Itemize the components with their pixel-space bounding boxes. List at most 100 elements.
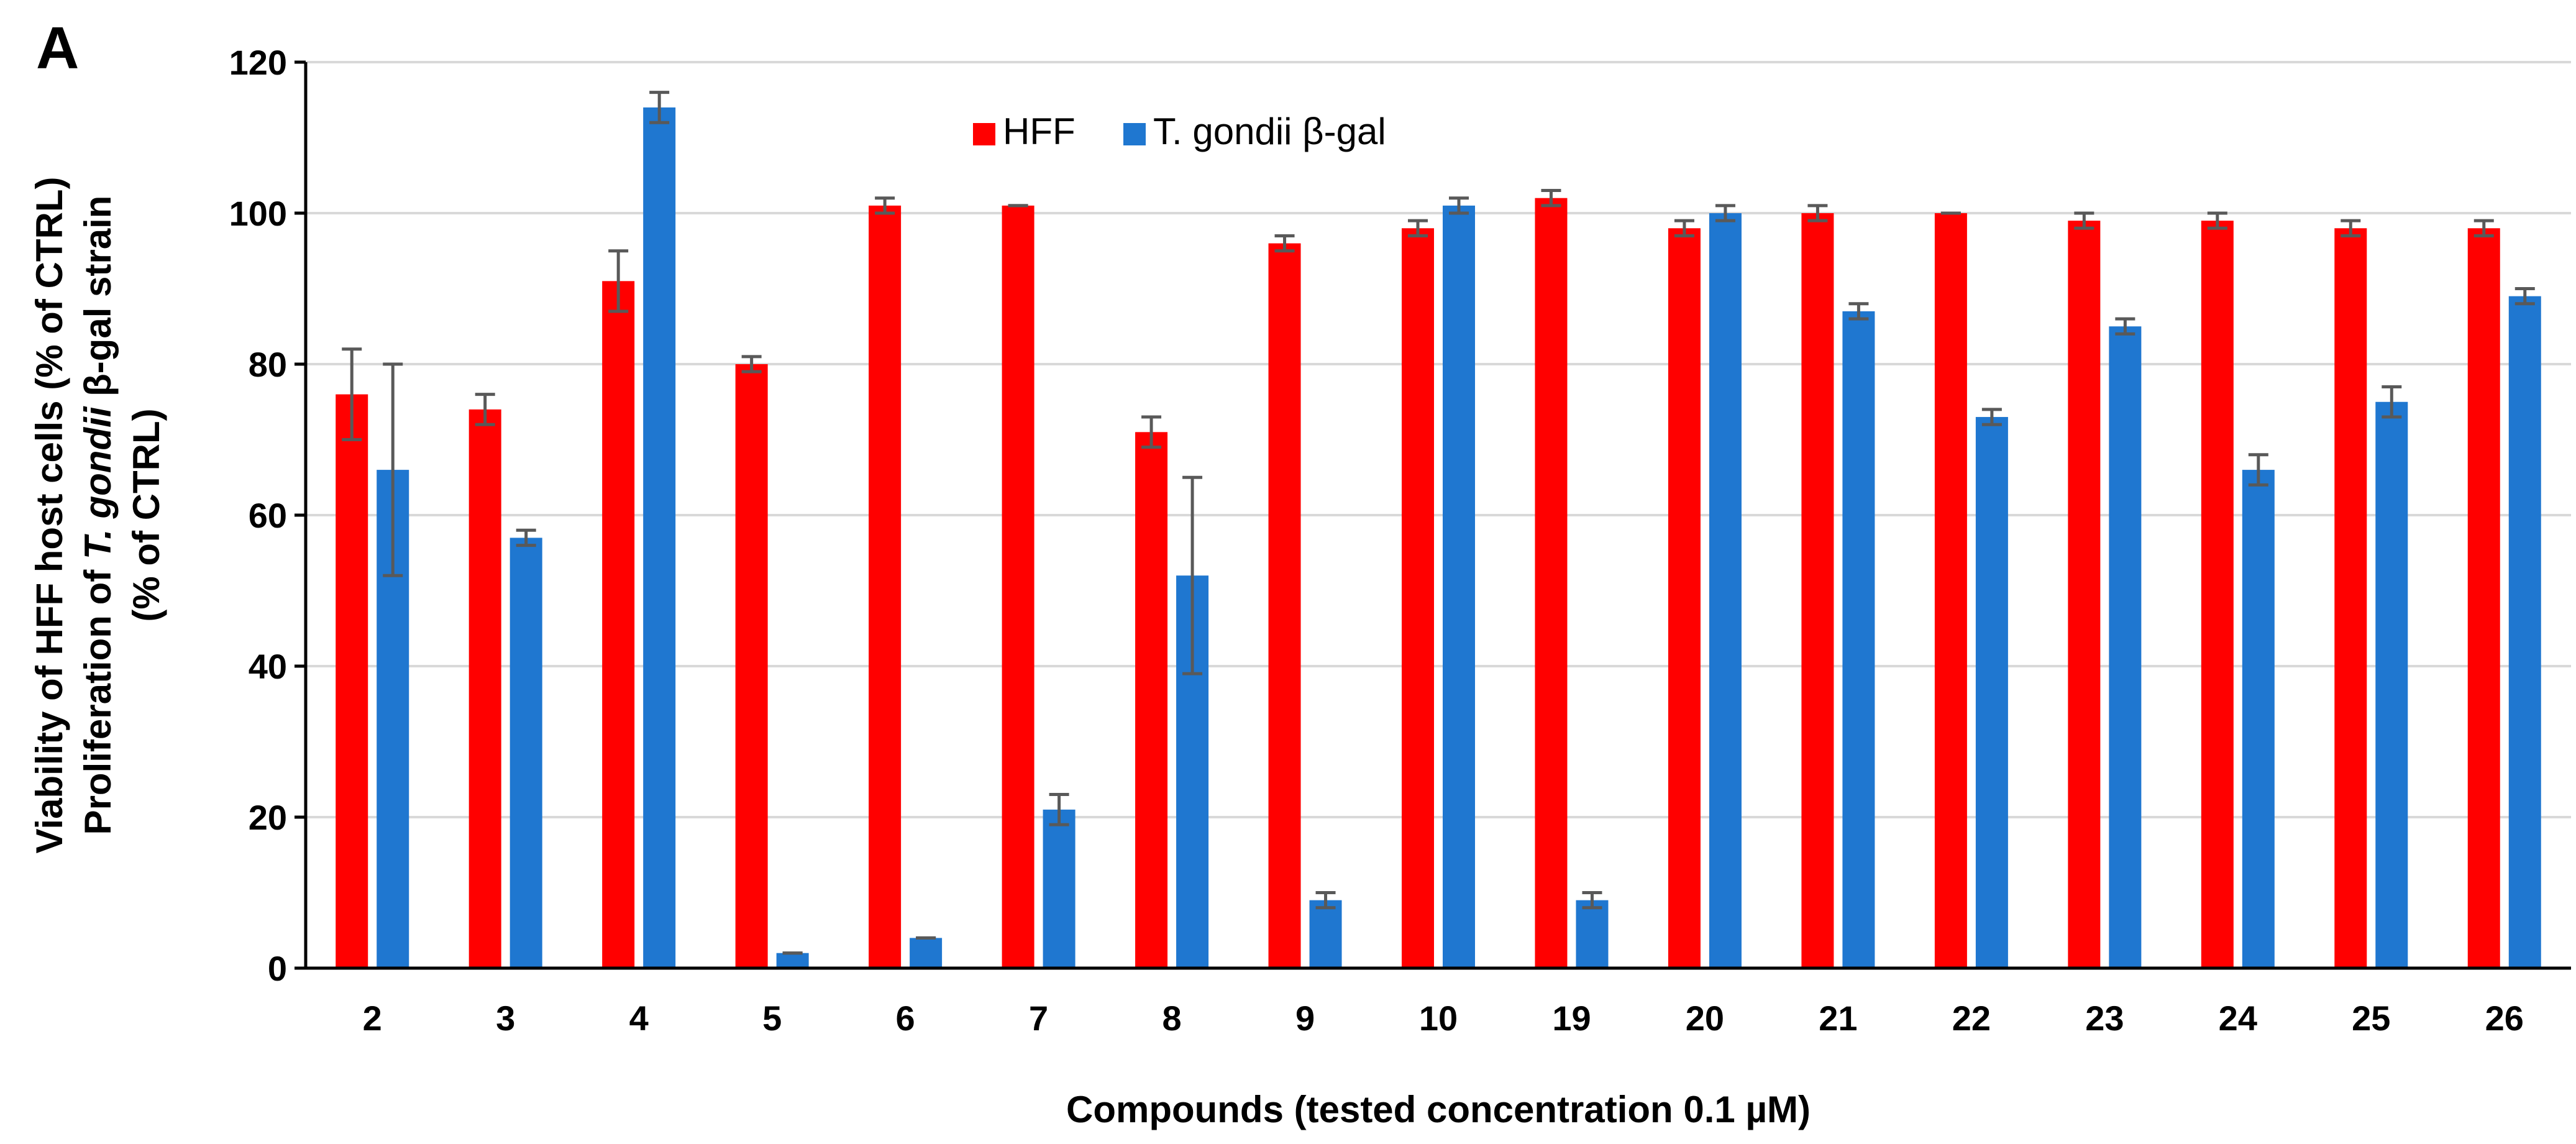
bar-tgondii-24 (2242, 470, 2275, 968)
error-bar-hff-4 (608, 249, 629, 313)
error-bar-tgondii-2 (383, 362, 403, 577)
panel-label: A (36, 15, 79, 81)
error-bar-tgondii-26 (2514, 287, 2535, 306)
y-tick-label-100: 100 (229, 194, 287, 233)
bar-hff-7 (1002, 205, 1035, 969)
x-tick-label-10: 10 (1419, 999, 1458, 1038)
bar-hff-22 (1934, 213, 1967, 968)
x-axis-title: Compounds (tested concentration 0.1 µM) (1066, 1089, 1811, 1130)
gridlines (306, 61, 2571, 818)
error-bar-hff-6 (875, 196, 895, 215)
y-tick-label-60: 60 (249, 496, 287, 535)
bars (336, 107, 2541, 969)
bar-hff-25 (2334, 228, 2367, 968)
x-tick-label-19: 19 (1552, 999, 1591, 1038)
bar-hff-10 (1402, 228, 1434, 968)
error-bar-hff-21 (1807, 204, 1828, 222)
error-bar-hff-23 (2074, 211, 2094, 230)
y-axis-title-line-2: Proliferation of T. gondii β-gal strain (77, 196, 119, 835)
x-tick-label-8: 8 (1162, 999, 1181, 1038)
error-bar-hff-19 (1541, 189, 1561, 208)
error-bar-tgondii-3 (516, 528, 536, 547)
bar-tgondii-26 (2508, 296, 2541, 968)
bar-hff-26 (2467, 228, 2500, 968)
y-tick-label-80: 80 (249, 345, 287, 384)
y-axis-title-line-3: (% of CTRL) (126, 408, 167, 621)
error-bar-hff-3 (475, 393, 495, 426)
x-tick-label-6: 6 (896, 999, 915, 1038)
error-bar-tgondii-19 (1582, 891, 1602, 910)
legend-label-tgondii: T. gondii β-gal (1153, 111, 1386, 152)
x-tick-label-25: 25 (2352, 999, 2390, 1038)
error-bar-tgondii-9 (1315, 891, 1336, 910)
error-bar-tgondii-4 (649, 91, 670, 124)
x-tick-label-23: 23 (2085, 999, 2124, 1038)
bar-tgondii-10 (1443, 205, 1475, 969)
y-tick-label-40: 40 (249, 647, 287, 686)
bar-tgondii-5 (776, 953, 809, 968)
bar-tgondii-22 (1975, 417, 2008, 968)
x-tick-label-4: 4 (629, 999, 649, 1038)
bar-tgondii-21 (1842, 311, 1875, 969)
error-bar-hff-2 (342, 347, 362, 441)
error-bar-hff-9 (1274, 234, 1295, 253)
error-bar-hff-25 (2341, 219, 2361, 237)
bar-hff-24 (2201, 221, 2234, 968)
bar-hff-3 (468, 409, 501, 968)
error-bar-tgondii-10 (1449, 196, 1469, 215)
bar-hff-6 (869, 205, 902, 969)
x-tick-label-26: 26 (2485, 999, 2524, 1038)
legend-label-hff: HFF (1003, 111, 1076, 152)
error-bar-hff-8 (1141, 415, 1162, 449)
error-bar-tgondii-24 (2248, 453, 2268, 487)
error-bar-tgondii-20 (1715, 204, 1735, 222)
x-tick-label-9: 9 (1295, 999, 1315, 1038)
legend-swatch-hff (973, 123, 995, 145)
error-bars (342, 91, 2535, 955)
error-bar-tgondii-21 (1848, 302, 1869, 321)
x-tick-label-24: 24 (2219, 999, 2257, 1038)
error-bar-tgondii-22 (1981, 408, 2002, 426)
y-axis-title-line-1: Viability of HFF host cells (% of CTRL) (29, 177, 70, 854)
bar-hff-19 (1535, 198, 1568, 969)
bar-hff-2 (336, 394, 368, 968)
error-bar-hff-5 (741, 355, 762, 373)
x-tick-label-3: 3 (496, 999, 515, 1038)
bar-tgondii-6 (910, 938, 943, 968)
axes (295, 60, 2571, 970)
bar-hff-21 (1801, 213, 1834, 968)
y-tick-label-120: 120 (229, 43, 287, 82)
x-tick-label-2: 2 (363, 999, 382, 1038)
x-tick-label-20: 20 (1686, 999, 1724, 1038)
error-bar-hff-20 (1674, 219, 1694, 237)
x-tick-label-21: 21 (1819, 999, 1857, 1038)
error-bar-hff-10 (1408, 219, 1428, 237)
bar-tgondii-25 (2375, 401, 2408, 968)
legend-swatch-tgondii (1123, 123, 1146, 145)
error-bar-hff-24 (2207, 211, 2227, 230)
bar-tgondii-23 (2109, 326, 2142, 968)
bar-hff-4 (602, 281, 635, 969)
bar-hff-5 (735, 364, 768, 968)
bar-tgondii-9 (1309, 900, 1342, 968)
x-tick-label-5: 5 (762, 999, 782, 1038)
legend: HFF T. gondii β-gal (973, 111, 1386, 152)
error-bar-hff-26 (2473, 219, 2494, 237)
y-tick-label-0: 0 (268, 949, 287, 988)
error-bar-tgondii-23 (2115, 317, 2135, 336)
bar-hff-9 (1268, 243, 1301, 969)
bar-tgondii-20 (1709, 213, 1742, 968)
y-tick-label-20: 20 (249, 798, 287, 837)
bar-tgondii-4 (643, 107, 676, 968)
bar-tgondii-7 (1043, 809, 1076, 968)
bar-hff-20 (1668, 228, 1701, 968)
bar-tgondii-19 (1576, 900, 1609, 968)
error-bar-tgondii-25 (2382, 385, 2402, 419)
error-bar-tgondii-7 (1049, 793, 1069, 826)
error-bar-tgondii-8 (1182, 475, 1203, 675)
x-tick-label-7: 7 (1029, 999, 1048, 1038)
bar-hff-8 (1135, 432, 1168, 968)
x-tick-label-22: 22 (1952, 999, 1991, 1038)
